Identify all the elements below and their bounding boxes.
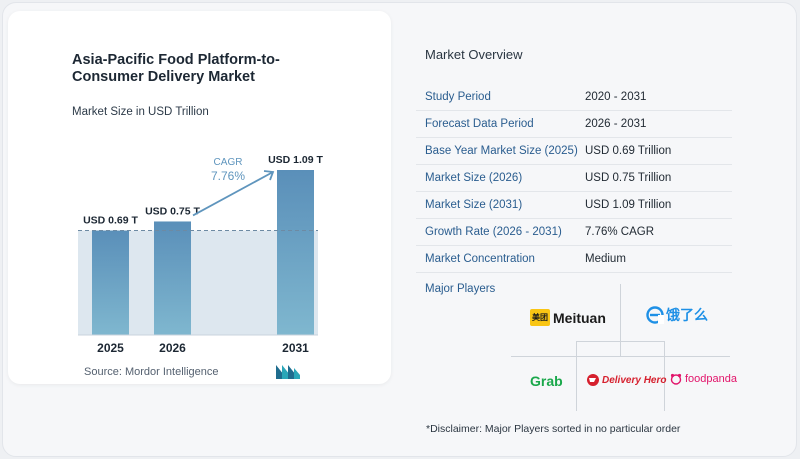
overview-row-value: 2026 - 2031: [585, 118, 647, 130]
grab-name: Grab: [530, 373, 563, 389]
chart-data-label: USD 1.09 T: [268, 154, 323, 166]
foodpanda-logo-icon: [670, 373, 682, 385]
eleme-name: 饿了么: [666, 308, 708, 324]
overview-row-value: USD 0.69 Trillion: [585, 145, 672, 157]
market-overview-title: Market Overview: [425, 47, 523, 62]
overview-row-value: 7.76% CAGR: [585, 226, 655, 238]
meituan-logo-icon: 美团: [530, 309, 550, 326]
overview-row-value: USD 0.75 Trillion: [585, 172, 672, 184]
bar-chart: USD 0.69 T 2025 USD 0.75 T 2026 USD 1.09 T 20…: [78, 154, 324, 355]
overview-row-value: Medium: [585, 253, 626, 265]
overview-row-value: 2020 - 2031: [585, 91, 647, 103]
overview-row: Market Size (2031) USD 1.09 Trillion: [416, 192, 732, 219]
chart-tick-label: 2026: [159, 341, 186, 355]
overview-row: Growth Rate (2026 - 2031) 7.76% CAGR: [416, 219, 732, 246]
overview-row-label: Growth Rate (2026 - 2031): [425, 226, 562, 238]
cagr-arrowhead-icon: [263, 170, 275, 181]
mordor-logo-icon: [276, 365, 300, 379]
chart-data-label: USD 0.75 T: [145, 205, 200, 217]
cagr-value: 7.76%: [211, 169, 245, 183]
cagr-arrow: [192, 171, 274, 217]
major-players-title: Major Players: [425, 283, 496, 295]
chart-bar-2025: [92, 230, 129, 335]
disclaimer-text: *Disclaimer: Major Players sorted in no …: [426, 423, 681, 435]
overview-row-label: Market Size (2031): [425, 199, 523, 211]
player-grab: Grab: [530, 373, 563, 389]
chart-subtitle: Market Size in USD Trillion: [72, 106, 209, 118]
overview-row: Base Year Market Size (2025) USD 0.69 Tri…: [416, 138, 732, 165]
overview-row: Forecast Data Period 2026 - 2031: [416, 111, 732, 138]
players-divider: [664, 341, 665, 411]
player-delivery-hero: Delivery Hero: [586, 373, 666, 387]
delivery-hero-name: Delivery Hero: [602, 374, 667, 386]
market-overview-table: Study Period 2020 - 2031 Forecast Data Per…: [416, 84, 732, 273]
overview-row-label: Market Size (2026): [425, 172, 523, 184]
chart-title: Asia-Pacific Food Platform-to-Consumer D…: [72, 52, 280, 85]
chart-bar-2026: [154, 221, 191, 335]
eleme-logo-icon: [646, 306, 664, 324]
foodpanda-name: foodpanda: [685, 373, 737, 385]
players-divider: [576, 341, 664, 342]
chart-tick-label: 2031: [282, 341, 309, 355]
source-text: Source: Mordor Intelligence: [84, 366, 219, 378]
chart-tick-label: 2025: [97, 341, 124, 355]
overview-row-label: Forecast Data Period: [425, 118, 534, 130]
player-meituan: 美团 Meituan: [530, 309, 606, 326]
chart-bar-2031: [277, 170, 314, 335]
overview-row: Market Concentration Medium: [416, 246, 732, 273]
delivery-hero-logo-icon: [587, 374, 599, 386]
chart-data-label: USD 0.69 T: [83, 215, 138, 227]
cagr-label: CAGR: [214, 157, 243, 168]
player-foodpanda: foodpanda: [670, 373, 737, 385]
overview-row-value: USD 1.09 Trillion: [585, 199, 672, 211]
overview-row-label: Study Period: [425, 91, 491, 103]
players-divider: [511, 356, 730, 357]
overview-row-label: Market Concentration: [425, 253, 535, 265]
meituan-name: Meituan: [553, 309, 606, 326]
players-divider: [576, 341, 577, 411]
overview-row-label: Base Year Market Size (2025): [425, 145, 578, 157]
overview-row: Market Size (2026) USD 0.75 Trillion: [416, 165, 732, 192]
players-divider: [620, 284, 621, 357]
player-eleme: 饿了么: [645, 305, 708, 325]
overview-row: Study Period 2020 - 2031: [416, 84, 732, 111]
